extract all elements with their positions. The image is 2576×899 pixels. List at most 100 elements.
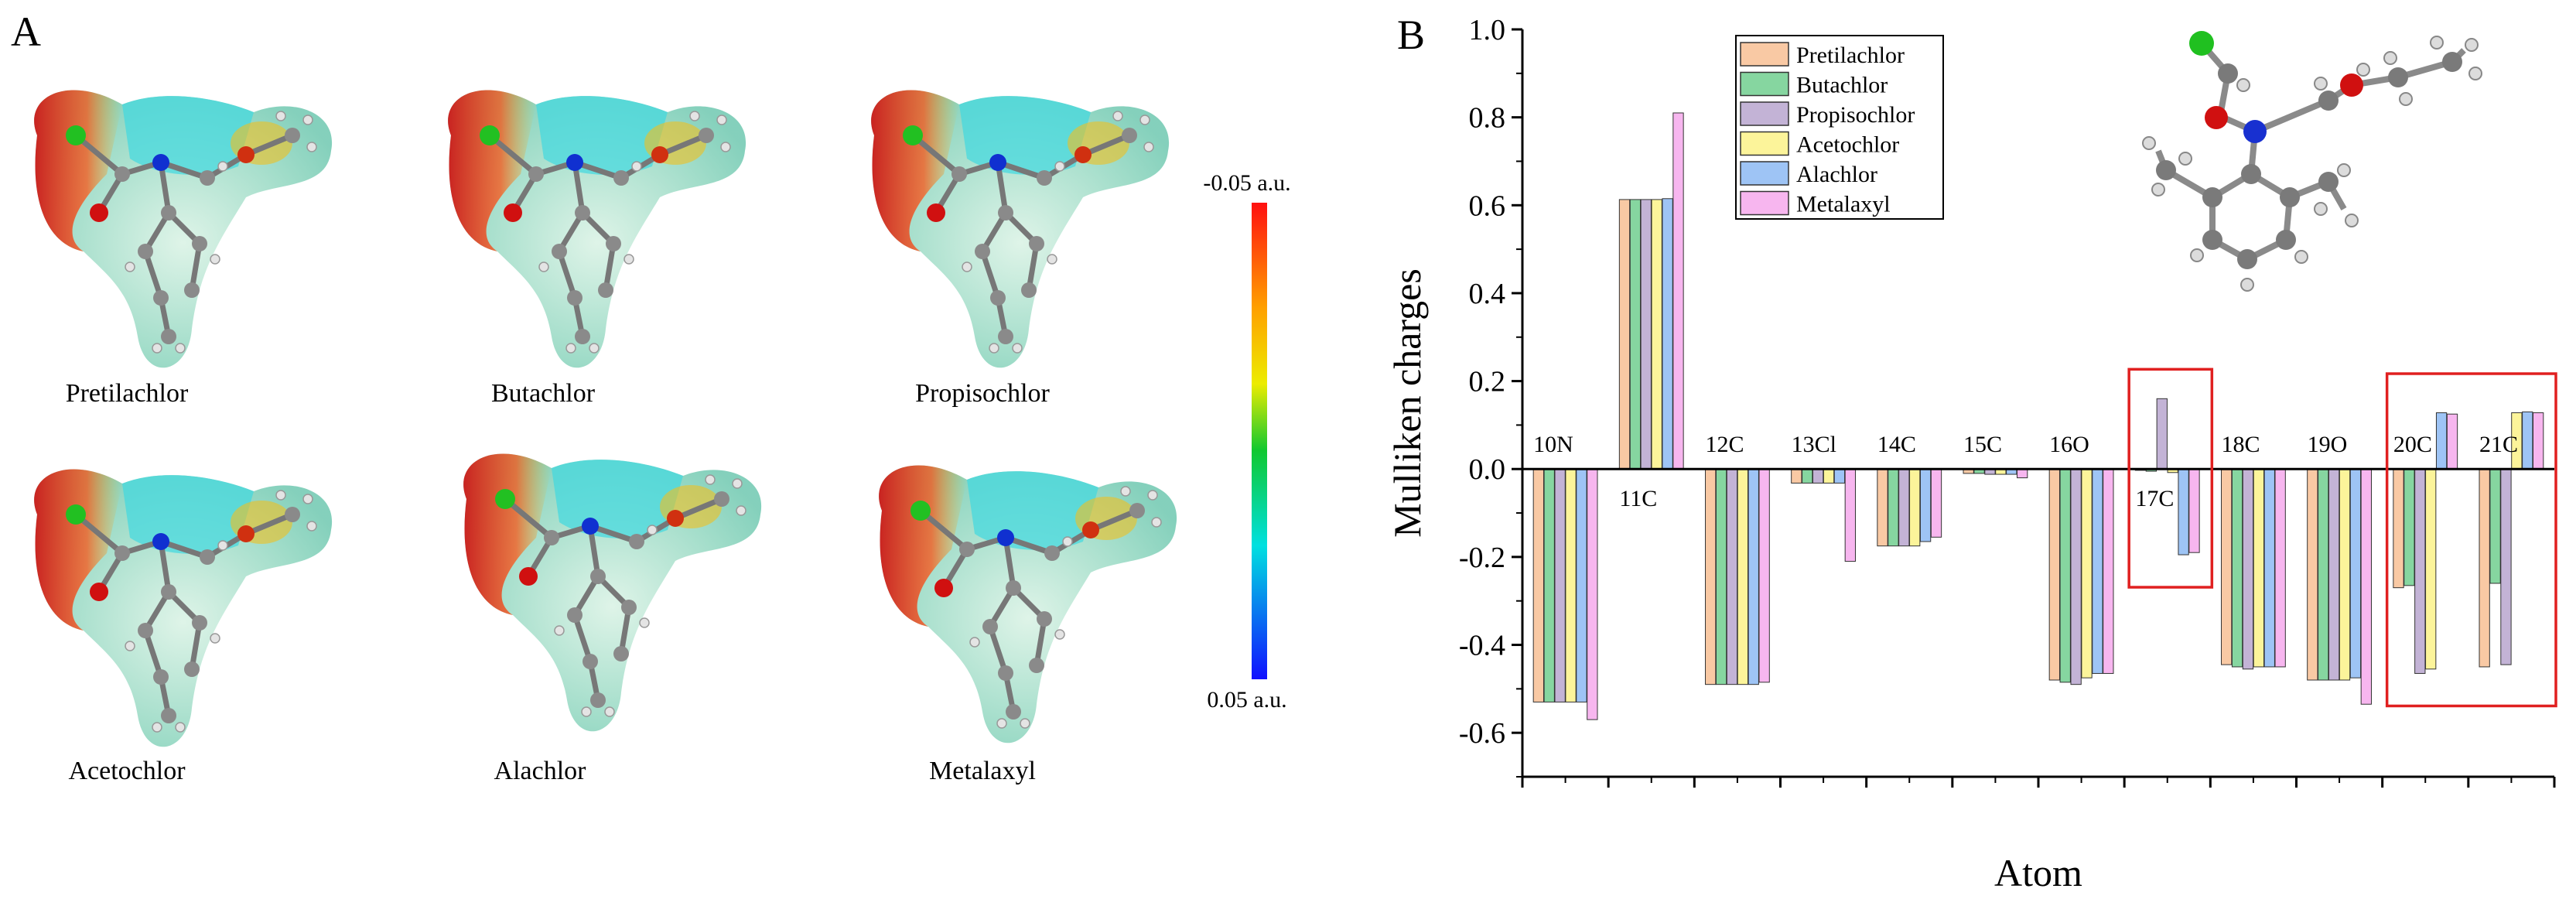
bar-alachlor-16o xyxy=(2092,468,2103,674)
y-tick-label: -0.4 xyxy=(1459,630,1505,662)
y-tick-label: 0.8 xyxy=(1469,102,1506,135)
bar-acetochlor-20c xyxy=(2425,468,2437,670)
category-label-12c: 12C xyxy=(1706,432,1744,457)
legend-swatch-alachlor xyxy=(1740,161,1789,186)
bar-acetochlor-10n xyxy=(1565,468,1577,702)
y-tick-label: 0.4 xyxy=(1469,278,1506,310)
category-label-21c: 21C xyxy=(2479,432,2518,457)
bar-alachlor-12c xyxy=(1748,468,1759,685)
bar-propisochlor-19o xyxy=(2328,468,2340,681)
bar-acetochlor-11c xyxy=(1651,199,1662,470)
bar-metalaxyl-10n xyxy=(1587,468,1598,720)
y-tick-label: 0.2 xyxy=(1469,366,1506,398)
bar-acetochlor-12c xyxy=(1737,468,1749,685)
molecule-label-acetochlor: Acetochlor xyxy=(68,757,186,785)
bar-butachlor-13cl xyxy=(1802,468,1813,484)
bar-butachlor-21c xyxy=(2489,468,2501,584)
legend-label-metalaxyl: Metalaxyl xyxy=(1796,192,1891,217)
category-label-15c: 15C xyxy=(1963,432,2002,457)
bar-metalaxyl-13cl xyxy=(1844,468,1856,562)
y-tick-label: 0.6 xyxy=(1469,190,1506,222)
bar-pretilachlor-19o xyxy=(2307,468,2318,681)
bar-propisochlor-14c xyxy=(1898,468,1910,547)
bar-butachlor-11c xyxy=(1629,199,1642,470)
bar-acetochlor-14c xyxy=(1909,468,1921,547)
category-label-16o: 16O xyxy=(2049,432,2089,457)
category-label-11c: 11C xyxy=(1619,486,1657,511)
bar-pretilachlor-20c xyxy=(2393,468,2404,589)
bar-metalaxyl-14c xyxy=(1930,468,1942,538)
bar-pretilachlor-18c xyxy=(2221,468,2233,665)
bar-butachlor-16o xyxy=(2059,468,2071,683)
legend-swatch-propisochlor xyxy=(1740,101,1789,126)
category-label-13cl: 13Cl xyxy=(1792,432,1836,457)
molecule-label-pretilachlor: Pretilachlor xyxy=(65,379,189,408)
bar-metalaxyl-16o xyxy=(2103,468,2114,674)
category-label-17c: 17C xyxy=(2135,486,2174,511)
category-label-19o: 19O xyxy=(2308,432,2348,457)
molecule-label-propisochlor: Propisochlor xyxy=(915,379,1050,408)
category-label-18c: 18C xyxy=(2222,432,2260,457)
bar-alachlor-19o xyxy=(2349,468,2362,679)
category-label-10n: 10N xyxy=(1533,432,1573,457)
bar-alachlor-20c xyxy=(2435,412,2448,470)
bar-metalaxyl-15c xyxy=(2017,468,2028,479)
bar-pretilachlor-14c xyxy=(1877,468,1888,547)
bar-butachlor-14c xyxy=(1888,468,1899,547)
legend-label-propisochlor: Propisochlor xyxy=(1796,102,1915,128)
bar-butachlor-12c xyxy=(1715,468,1727,685)
bar-metalaxyl-11c xyxy=(1672,112,1684,470)
bar-propisochlor-12c xyxy=(1726,468,1738,685)
bar-metalaxyl-18c xyxy=(2274,468,2286,668)
bar-alachlor-14c xyxy=(1919,468,1932,542)
bar-metalaxyl-12c xyxy=(1758,468,1770,683)
bar-propisochlor-18c xyxy=(2242,468,2254,670)
molecule-label-alachlor: Alachlor xyxy=(494,757,586,785)
bar-propisochlor-17c xyxy=(2156,398,2168,470)
bar-alachlor-21c xyxy=(2522,411,2533,470)
panel-b-letter: B xyxy=(1397,12,1426,58)
bar-propisochlor-13cl xyxy=(1812,468,1824,484)
colorbar-top-label: -0.05 a.u. xyxy=(1203,170,1291,196)
bar-butachlor-20c xyxy=(2403,468,2415,586)
y-tick-label: -0.2 xyxy=(1459,542,1505,574)
bar-alachlor-13cl xyxy=(1833,468,1846,484)
legend-swatch-metalaxyl xyxy=(1740,190,1789,216)
bar-pretilachlor-12c xyxy=(1705,468,1717,685)
bar-propisochlor-11c xyxy=(1640,199,1652,470)
y-axis-title: Mulliken charges xyxy=(1385,268,1429,538)
bar-alachlor-17c xyxy=(2178,468,2189,555)
highlight-box-1 xyxy=(2127,367,2214,589)
bar-metalaxyl-17c xyxy=(2188,468,2200,553)
bar-butachlor-19o xyxy=(2318,468,2329,681)
bar-butachlor-10n xyxy=(1543,468,1555,702)
bar-propisochlor-21c xyxy=(2500,468,2512,665)
structure-inset xyxy=(2142,31,2482,292)
bar-acetochlor-18c xyxy=(2253,468,2265,668)
legend-swatch-pretilachlor xyxy=(1740,42,1789,67)
bar-propisochlor-20c xyxy=(2414,468,2426,674)
legend-label-butachlor: Butachlor xyxy=(1796,73,1888,98)
colorbar-bottom-label: 0.05 a.u. xyxy=(1207,687,1287,713)
bar-propisochlor-10n xyxy=(1554,468,1566,702)
bar-alachlor-18c xyxy=(2263,468,2275,668)
y-tick-label: 1.0 xyxy=(1469,14,1506,46)
panel-a-letter: A xyxy=(11,9,41,55)
y-tick-label: 0.0 xyxy=(1469,453,1506,486)
bar-alachlor-11c xyxy=(1662,198,1673,470)
bar-propisochlor-16o xyxy=(2070,468,2082,685)
molecule-label-butachlor: Butachlor xyxy=(490,379,596,408)
x-axis-title: Atom xyxy=(1994,851,2082,894)
bar-butachlor-18c xyxy=(2231,468,2243,668)
y-tick-label: -0.6 xyxy=(1459,717,1505,750)
legend-swatch-butachlor xyxy=(1740,71,1789,97)
bar-pretilachlor-13cl xyxy=(1791,468,1802,484)
molecule-label-metalaxyl: Metalaxyl xyxy=(929,757,1036,785)
legend-swatch-acetochlor xyxy=(1740,131,1789,156)
legend-label-pretilachlor: Pretilachlor xyxy=(1796,43,1905,68)
bar-acetochlor-16o xyxy=(2081,468,2093,679)
legend-label-alachlor: Alachlor xyxy=(1796,162,1877,187)
bar-metalaxyl-19o xyxy=(2360,468,2372,705)
